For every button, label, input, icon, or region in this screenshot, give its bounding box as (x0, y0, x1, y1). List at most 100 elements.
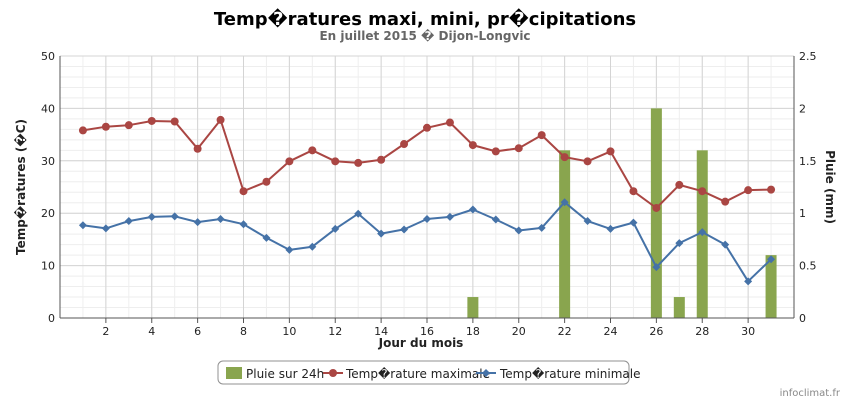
tmin-point (491, 215, 500, 224)
x-tick-label: 2 (102, 325, 109, 338)
legend-swatch-rain (226, 367, 242, 379)
y-left-tick-label: 40 (41, 102, 55, 115)
y-right-tick-label: 2 (799, 102, 806, 115)
tmax-point (377, 155, 386, 164)
legend-item-tmin[interactable]: Temp�rature minimale (476, 367, 640, 381)
tmax-point (721, 197, 730, 206)
tmin-point (629, 218, 638, 227)
tmin-point (606, 224, 615, 233)
tmax-point (239, 187, 248, 196)
tmin-point (147, 212, 156, 221)
tmax-point (331, 157, 340, 166)
credit-text[interactable]: infoclimat.fr (780, 388, 841, 399)
tmin-point (285, 245, 294, 254)
y-left-tick-labels: 0 10 20 30 40 50 (41, 50, 55, 325)
tmax-point (193, 144, 202, 153)
chart-title: Temp�ratures maxi, mini, pr�cipitations (214, 8, 636, 30)
tmin-point (170, 212, 179, 221)
tmax-point (675, 180, 684, 189)
x-tick-label: 26 (649, 325, 663, 338)
tmin-point (308, 242, 317, 251)
y-left-tick-label: 0 (48, 312, 55, 325)
tmax-point (170, 117, 179, 126)
tmax-point (583, 157, 592, 166)
tmin-point (445, 212, 454, 221)
legend-label-tmin: Temp�rature minimale (499, 367, 640, 381)
x-tick-label: 10 (282, 325, 296, 338)
x-tick-label: 14 (374, 325, 388, 338)
tmax-point (101, 122, 110, 131)
legend-item-tmax[interactable]: Temp�rature maximale (323, 367, 490, 381)
x-tick-label: 12 (328, 325, 342, 338)
tmin-point (262, 233, 271, 242)
x-tick-label: 28 (695, 325, 709, 338)
tmax-point (744, 186, 753, 195)
legend-marker-tmin (482, 369, 490, 377)
tmin-point (124, 217, 133, 226)
tmax-point (491, 147, 500, 156)
y-right-axis-title: Pluie (mm) (823, 150, 837, 224)
tmax-point (262, 177, 271, 186)
chart-subtitle: En juillet 2015 � Dijon-Longvic (319, 28, 530, 43)
tmin-point (400, 225, 409, 234)
tmin-point (560, 198, 569, 207)
y-left-tick-label: 30 (41, 155, 55, 168)
y-right-tick-labels: 0 0.5 1 1.5 2 2.5 (799, 50, 817, 325)
legend-label-tmax: Temp�rature maximale (345, 367, 490, 381)
tmax-point (652, 203, 661, 212)
tmax-point (767, 185, 776, 194)
rain-bar (467, 297, 479, 318)
x-tick-labels: 2 4 6 8 10 12 14 16 18 20 22 24 26 28 30 (102, 325, 755, 338)
tmax-point (124, 121, 133, 130)
tmin-point (721, 240, 730, 249)
rain-bar (559, 150, 571, 318)
x-tick-label: 30 (741, 325, 755, 338)
tmax-point (629, 187, 638, 196)
rain-bar (673, 297, 685, 318)
tmax-point (537, 131, 546, 140)
tmax-point (285, 157, 294, 166)
tmin-point (423, 214, 431, 223)
x-tick-label: 20 (512, 325, 526, 338)
x-tick-label: 22 (558, 325, 572, 338)
y-right-tick-label: 1 (799, 207, 806, 220)
tmin-point (216, 214, 225, 223)
rain-bar (765, 255, 777, 318)
y-left-tick-label: 10 (41, 260, 55, 273)
temperature-markers (78, 115, 776, 286)
tmax-point (560, 153, 569, 162)
tmin-point (514, 226, 523, 235)
tmax-point (468, 141, 477, 150)
tmax-point (606, 147, 615, 156)
tmax-point (147, 116, 156, 125)
x-axis-title: Jour du mois (378, 336, 464, 350)
tmax-point (400, 140, 409, 149)
legend-label-rain: Pluie sur 24h (246, 367, 324, 381)
x-tick-label: 18 (466, 325, 480, 338)
tmin-point (652, 263, 661, 272)
tmax-point (216, 115, 225, 124)
x-tick-label: 24 (604, 325, 618, 338)
tmin-point (101, 224, 110, 233)
tmin-point (537, 223, 546, 232)
tmax-point (445, 118, 454, 127)
tmin-point (767, 255, 776, 264)
legend: Pluie sur 24h Temp�rature maximale Temp�… (217, 360, 640, 385)
tmin-point (698, 228, 707, 237)
y-left-tick-label: 20 (41, 207, 55, 220)
tmin-point (468, 205, 477, 214)
legend-box (217, 360, 630, 385)
tmax-point (698, 187, 707, 196)
legend-item-rain[interactable]: Pluie sur 24h (226, 367, 324, 381)
legend-marker-tmax (329, 369, 337, 377)
y-right-tick-label: 0.5 (799, 260, 817, 273)
y-right-tick-label: 0 (799, 312, 806, 325)
x-tick-label: 6 (194, 325, 201, 338)
tmax-point (308, 146, 317, 155)
tmin-point (354, 209, 363, 218)
tmin-point (239, 220, 248, 229)
y-right-tick-label: 1.5 (799, 155, 817, 168)
x-tick-label: 4 (148, 325, 155, 338)
y-left-axis-title: Temp�ratures (�C) (13, 119, 28, 255)
